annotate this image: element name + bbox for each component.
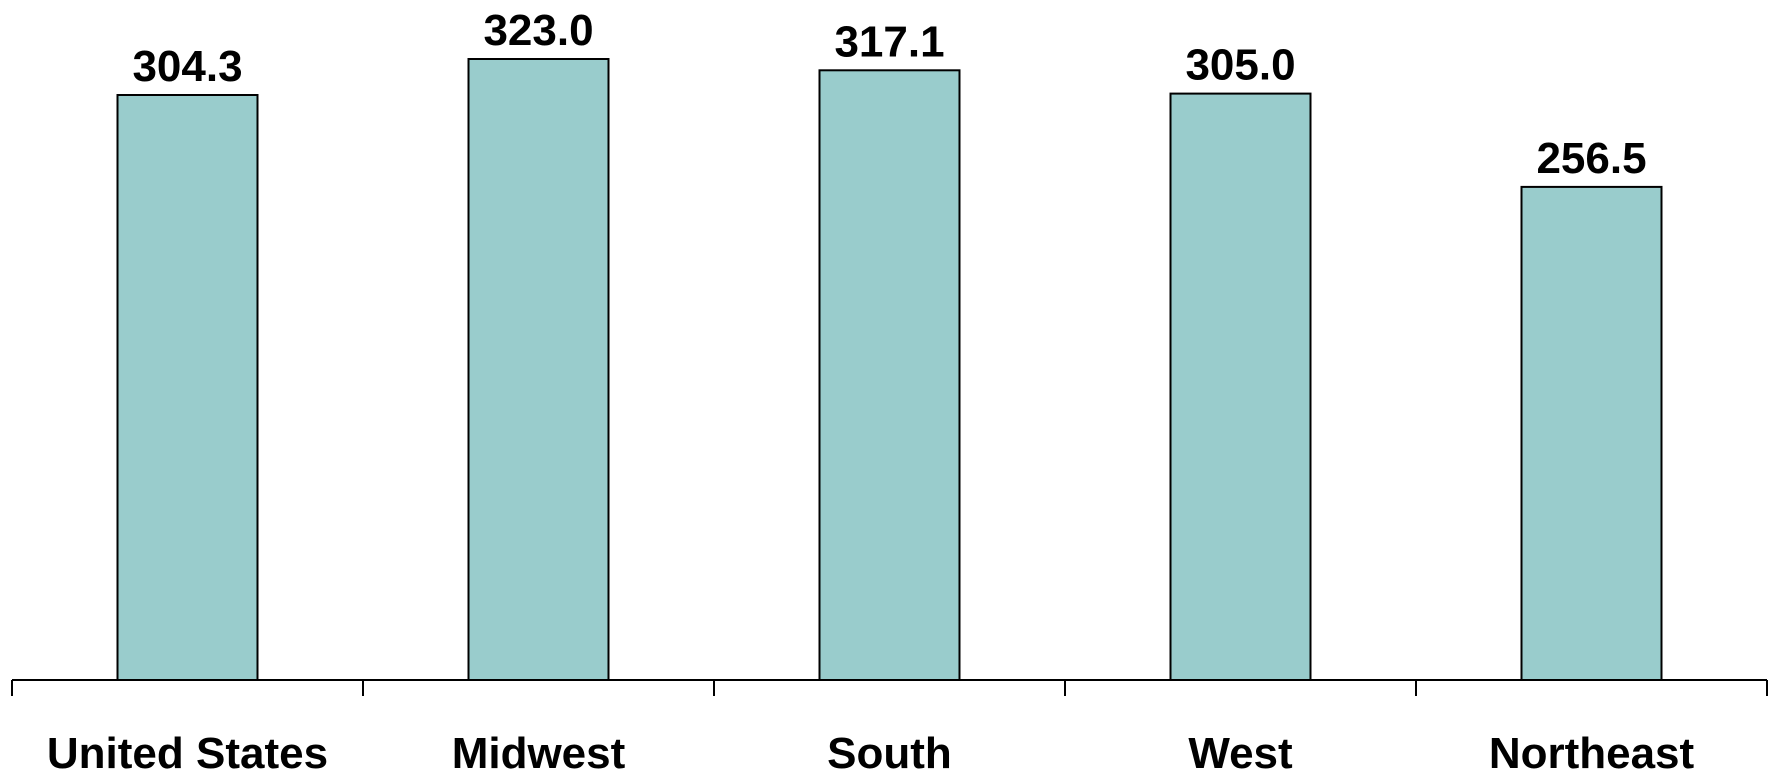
value-label-west: 305.0 xyxy=(1185,41,1295,90)
value-label-united-states: 304.3 xyxy=(132,42,242,91)
category-label-united-states: United States xyxy=(47,729,328,776)
value-label-midwest: 323.0 xyxy=(483,6,593,55)
bar-northeast xyxy=(1520,185,1663,681)
value-label-south: 317.1 xyxy=(834,17,944,66)
category-label-west: West xyxy=(1188,729,1293,776)
category-label-midwest: Midwest xyxy=(452,729,626,776)
value-labels-layer: 304.3 323.0 317.1 305.0 256.5 xyxy=(132,6,1646,183)
category-labels-layer: United States Midwest South West Northeast xyxy=(47,729,1695,776)
bar-south xyxy=(818,69,961,682)
bar-midwest xyxy=(467,58,610,681)
category-label-northeast: Northeast xyxy=(1489,729,1695,776)
bar-west xyxy=(1169,92,1312,682)
value-label-northeast: 256.5 xyxy=(1536,134,1646,183)
bar-united-states xyxy=(116,94,259,681)
x-axis xyxy=(11,679,1768,696)
category-label-south: South xyxy=(827,729,952,776)
bars-layer xyxy=(116,58,1663,682)
